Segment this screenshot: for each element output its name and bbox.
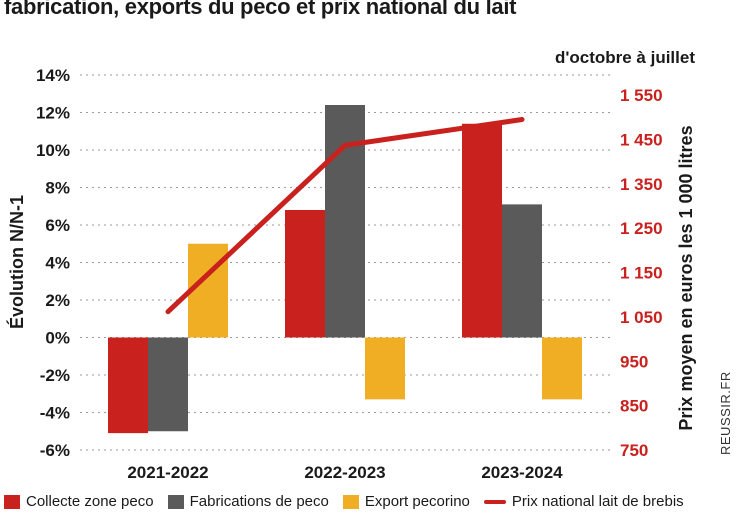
- bar-fabrications: [502, 204, 542, 338]
- legend-item-collecte: Collecte zone peco: [4, 493, 154, 510]
- y-tick-label: 0%: [45, 329, 70, 348]
- y2-tick-label: 1 550: [620, 86, 663, 105]
- legend-label-export: Export pecorino: [364, 493, 470, 510]
- y2-tick-label: 1 150: [620, 264, 663, 283]
- legend-line-prix: [483, 499, 506, 504]
- bar-export: [542, 337, 582, 400]
- legend-item-export: Export pecorino: [342, 493, 470, 510]
- y-tick-label: 12%: [36, 104, 70, 123]
- y2-axis-title: Prix moyen en euros les 1 000 litres: [676, 125, 696, 430]
- y-tick-label: -6%: [40, 441, 70, 460]
- y-tick-label: -4%: [40, 404, 70, 423]
- legend-label-collecte: Collecte zone peco: [26, 493, 154, 510]
- y-tick-label: 14%: [36, 66, 70, 85]
- chart-title: fabrication, exports du peco et prix nat…: [4, 0, 517, 19]
- chart-subtitle: d'octobre à juillet: [554, 48, 695, 67]
- source-credit: REUSSIR.FR: [718, 371, 733, 455]
- bar-collecte: [285, 210, 325, 338]
- y2-tick-label: 1 250: [620, 219, 663, 238]
- bar-export: [365, 337, 405, 400]
- x-category-label: 2021-2022: [127, 463, 208, 482]
- y-tick-label: 6%: [45, 216, 70, 235]
- legend-swatch-export: [342, 494, 359, 509]
- y-tick-label: 8%: [45, 179, 70, 198]
- y2-tick-label: 1 050: [620, 308, 663, 327]
- bar-collecte: [462, 123, 502, 338]
- y2-tick-label: 950: [620, 352, 648, 371]
- y-axis-title: Évolution N/N-1: [6, 195, 27, 329]
- y2-tick-label: 850: [620, 397, 648, 416]
- y2-tick-label: 750: [620, 441, 648, 460]
- bar-fabrications: [148, 337, 188, 432]
- y-tick-label: -2%: [40, 366, 70, 385]
- bar-collecte: [108, 337, 148, 434]
- legend: Collecte zone peco Fabrications de peco …: [4, 493, 684, 510]
- y-tick-label: 2%: [45, 291, 70, 310]
- y2-tick-label: 1 450: [620, 130, 663, 149]
- x-category-label: 2023-2024: [481, 463, 563, 482]
- y2-tick-label: 1 350: [620, 175, 663, 194]
- y-tick-label: 4%: [45, 254, 70, 273]
- bar-fabrications: [325, 105, 365, 338]
- legend-item-fabrications: Fabrications de peco: [167, 493, 329, 510]
- legend-swatch-fabrications: [167, 494, 184, 509]
- combo-chart: 14% 12% 10% 8% 6% 4% 2% 0% -2% -4% -6% 1 550 1 450 1 …: [6, 66, 733, 482]
- legend-swatch-collecte: [4, 494, 20, 509]
- legend-label-prix: Prix national lait de brebis: [511, 493, 684, 510]
- y-tick-label: 10%: [36, 141, 70, 160]
- legend-item-prix: Prix national lait de brebis: [483, 493, 684, 510]
- legend-label-fabrications: Fabrications de peco: [189, 493, 329, 510]
- x-category-label: 2022-2023: [304, 463, 385, 482]
